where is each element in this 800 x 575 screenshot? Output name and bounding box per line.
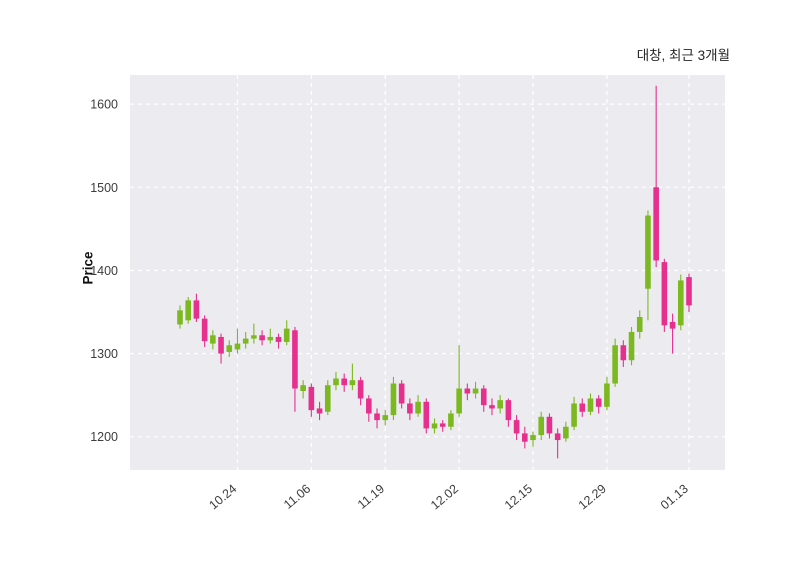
candle-body (595, 398, 602, 407)
plot-area: 1200 1300 1400 1500 1600 10.24 11.06 11.19 12.02… (90, 75, 725, 512)
chart-title: 대창, 최근 3개월 (636, 48, 730, 63)
candle-body (283, 328, 290, 342)
y-tick-label: 1400 (90, 264, 118, 278)
x-tick-label: 12.29 (576, 482, 609, 513)
candle-body (439, 423, 446, 427)
candle-body (604, 383, 610, 407)
candle-body (407, 403, 413, 414)
candle-body (415, 401, 421, 414)
candle-body (456, 388, 462, 414)
candle-body (357, 380, 364, 399)
candle-body (259, 335, 265, 341)
candle-body (522, 433, 528, 442)
candle-body (563, 426, 569, 439)
candle-body (300, 385, 306, 391)
candle-body (489, 405, 495, 409)
candle-body (636, 316, 643, 332)
candle-body (177, 310, 183, 325)
candle-body (242, 338, 249, 344)
x-tick-label: 01.13 (658, 482, 691, 513)
candle-body (505, 400, 512, 421)
candle-body (464, 388, 471, 394)
candle-body (571, 403, 577, 427)
candle-body (431, 423, 438, 429)
candle-body (653, 187, 659, 261)
candle-body (546, 416, 553, 434)
x-tick-label: 12.15 (502, 482, 535, 513)
candle-body (201, 318, 208, 342)
candle-body (513, 420, 520, 434)
candle-body (628, 331, 635, 361)
candle-body (185, 300, 192, 321)
candle-body (579, 403, 586, 412)
candle-body (645, 215, 651, 289)
candle-body (423, 401, 430, 429)
x-tick-label: 12.02 (428, 482, 461, 513)
candle-body (349, 380, 356, 386)
candle-body (308, 386, 315, 411)
y-tick-label: 1200 (90, 430, 118, 444)
candle-body (398, 383, 405, 404)
candle-body (677, 280, 684, 326)
candle-body (333, 378, 339, 386)
candle-body (587, 398, 594, 412)
candle-body (472, 388, 479, 394)
candle-body (210, 335, 216, 344)
candle-body (686, 277, 692, 306)
candle-body (292, 330, 298, 389)
candle-body (218, 336, 224, 354)
candle-body (316, 408, 323, 414)
candle-body (497, 400, 503, 409)
candle-body (267, 336, 274, 341)
candle-body (193, 300, 200, 319)
candle-body (324, 385, 331, 412)
y-tick-label: 1500 (90, 181, 118, 195)
candle-body (275, 336, 282, 342)
candle-body (366, 398, 372, 414)
candle-body (538, 416, 545, 436)
candle-body (251, 335, 257, 339)
candle-body (669, 321, 676, 329)
candle-body (448, 413, 454, 427)
candle-body (382, 415, 389, 421)
candle-body (620, 345, 627, 361)
candle-body (234, 343, 241, 350)
candle-body (554, 433, 561, 441)
candle-body (480, 388, 487, 406)
y-tick-label: 1300 (90, 347, 118, 361)
candle-body (226, 345, 233, 352)
candle-body (530, 435, 536, 441)
candle-body (390, 383, 397, 416)
candle-body (374, 413, 380, 421)
y-tick-label: 1600 (90, 98, 118, 112)
x-tick-label: 11.06 (281, 482, 313, 512)
candle-body (661, 262, 668, 326)
candle-body (341, 378, 347, 386)
x-tick-label: 11.19 (355, 482, 387, 512)
x-tick-label: 10.24 (206, 482, 239, 513)
candle-body (612, 345, 618, 384)
